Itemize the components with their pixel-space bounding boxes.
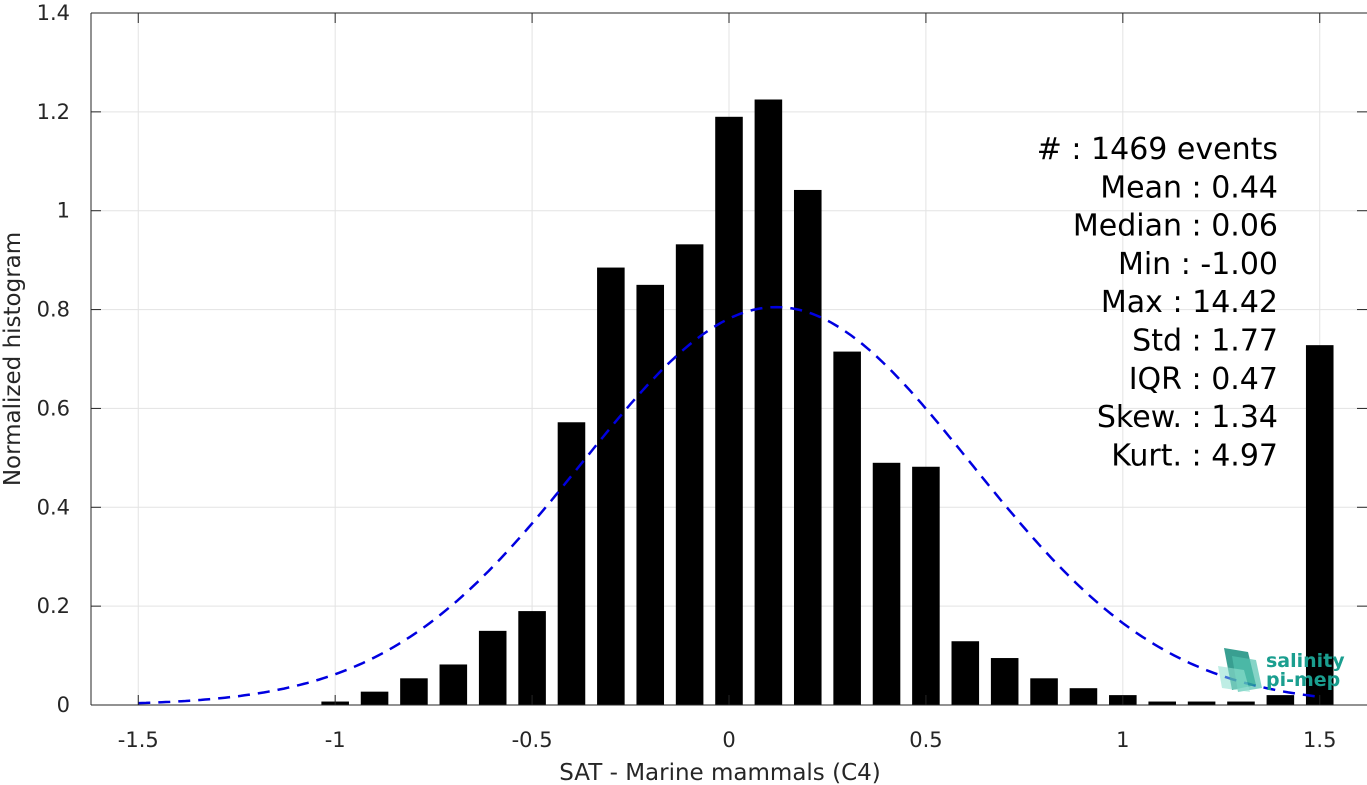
bar-13 (833, 351, 861, 705)
axes (90, 12, 1367, 706)
bar-21 (1148, 701, 1176, 705)
stat-4: Max : 14.42 (1101, 285, 1278, 320)
x-tick-labels: -1.5 -1 -0.5 0 0.5 1 1.5 (118, 728, 1337, 752)
bar-23 (1227, 701, 1255, 705)
x-tick-label-5: 1 (1116, 728, 1129, 752)
bar-1 (360, 691, 389, 705)
bar-3 (439, 664, 468, 705)
x-tick-label-4: 0.5 (909, 728, 942, 752)
x-tick-label-3: 0 (722, 728, 735, 752)
y-tick-label-6: 1.2 (37, 100, 70, 124)
bar-15 (912, 466, 940, 705)
bar-6 (557, 422, 586, 705)
y-tick-label-3: 0.6 (37, 396, 70, 420)
bar-17 (990, 658, 1019, 705)
y-tick-label-7: 1.4 (37, 1, 70, 25)
histogram-bars (321, 99, 1334, 706)
x-tick-label-2: -0.5 (512, 728, 553, 752)
y-tick-label-2: 0.4 (37, 495, 70, 519)
bar-4 (478, 630, 507, 705)
x-tick-label-1: -1 (325, 728, 346, 752)
stat-2: Median : 0.06 (1073, 209, 1278, 244)
y-axis-label: Normalized histogram (0, 232, 26, 486)
stat-5: Std : 1.77 (1132, 324, 1278, 359)
y-tick-label-0: 0 (57, 693, 70, 717)
x-tick-label-0: -1.5 (118, 728, 159, 752)
bar-18 (1030, 678, 1058, 705)
bar-25 (1305, 345, 1334, 705)
bar-9 (675, 244, 704, 705)
stat-6: IQR : 0.47 (1129, 362, 1278, 397)
y-tick-label-4: 0.8 (37, 298, 70, 322)
bar-7 (597, 267, 625, 705)
bar-2 (400, 678, 428, 705)
bar-11 (754, 99, 783, 705)
stat-8: Kurt. : 4.97 (1111, 438, 1278, 473)
gaussian-fit-curve (138, 305, 1320, 705)
logo-mark-icon (1218, 648, 1262, 692)
y-tick-label-5: 1 (57, 199, 70, 223)
stat-7: Skew. : 1.34 (1097, 400, 1278, 435)
bar-8 (636, 284, 665, 705)
bar-10 (715, 116, 743, 706)
logo-text-salinity: salinity (1266, 650, 1345, 672)
bar-14 (872, 462, 901, 705)
bar-22 (1187, 701, 1216, 705)
bar-16 (951, 641, 980, 705)
x-axis-label: SAT - Marine mammals (C4) (559, 760, 881, 785)
salinity-pimep-logo: salinity pi-mep (1218, 648, 1345, 692)
y-tick-label-1: 0.2 (37, 594, 70, 618)
x-tick-label-6: 1.5 (1303, 728, 1336, 752)
bar-5 (518, 611, 546, 705)
bar-19 (1069, 688, 1098, 705)
bar-24 (1266, 695, 1295, 705)
logo-text-pi-mep: pi-mep (1266, 669, 1340, 691)
stat-3: Min : -1.00 (1118, 247, 1278, 282)
y-tick-labels: 0 0.2 0.4 0.6 0.8 1 1.2 1.4 (37, 1, 70, 717)
bar-12 (793, 189, 822, 705)
stat-0: # : 1469 events (1037, 132, 1278, 167)
stat-1: Mean : 0.44 (1100, 170, 1278, 205)
